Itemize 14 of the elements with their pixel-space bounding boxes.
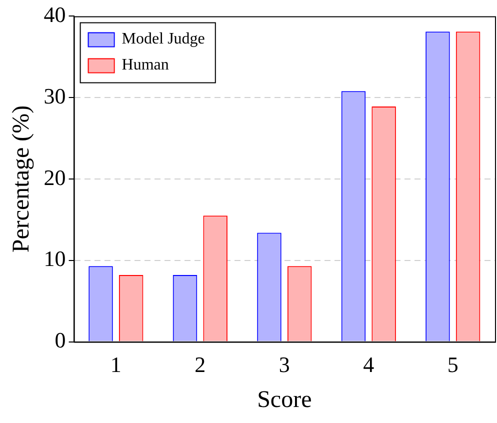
legend-label: Human: [122, 56, 169, 74]
y-tick-label: 30: [44, 83, 66, 108]
x-tick-label: 3: [278, 352, 290, 377]
x-tick-label: 5: [447, 352, 458, 377]
x-tick-label: 2: [194, 352, 206, 377]
y-tick-label: 0: [54, 328, 66, 353]
y-tick-label: 40: [44, 2, 66, 27]
x-tick-label: 1: [110, 352, 122, 377]
legend-label: Model Judge: [122, 30, 205, 48]
x-axis-title: Score: [257, 386, 312, 413]
x-tick-label: 4: [363, 352, 374, 377]
y-axis-title: Percentage (%): [8, 105, 35, 253]
y-tick-label: 10: [44, 246, 66, 272]
y-tick-label: 20: [44, 164, 66, 190]
